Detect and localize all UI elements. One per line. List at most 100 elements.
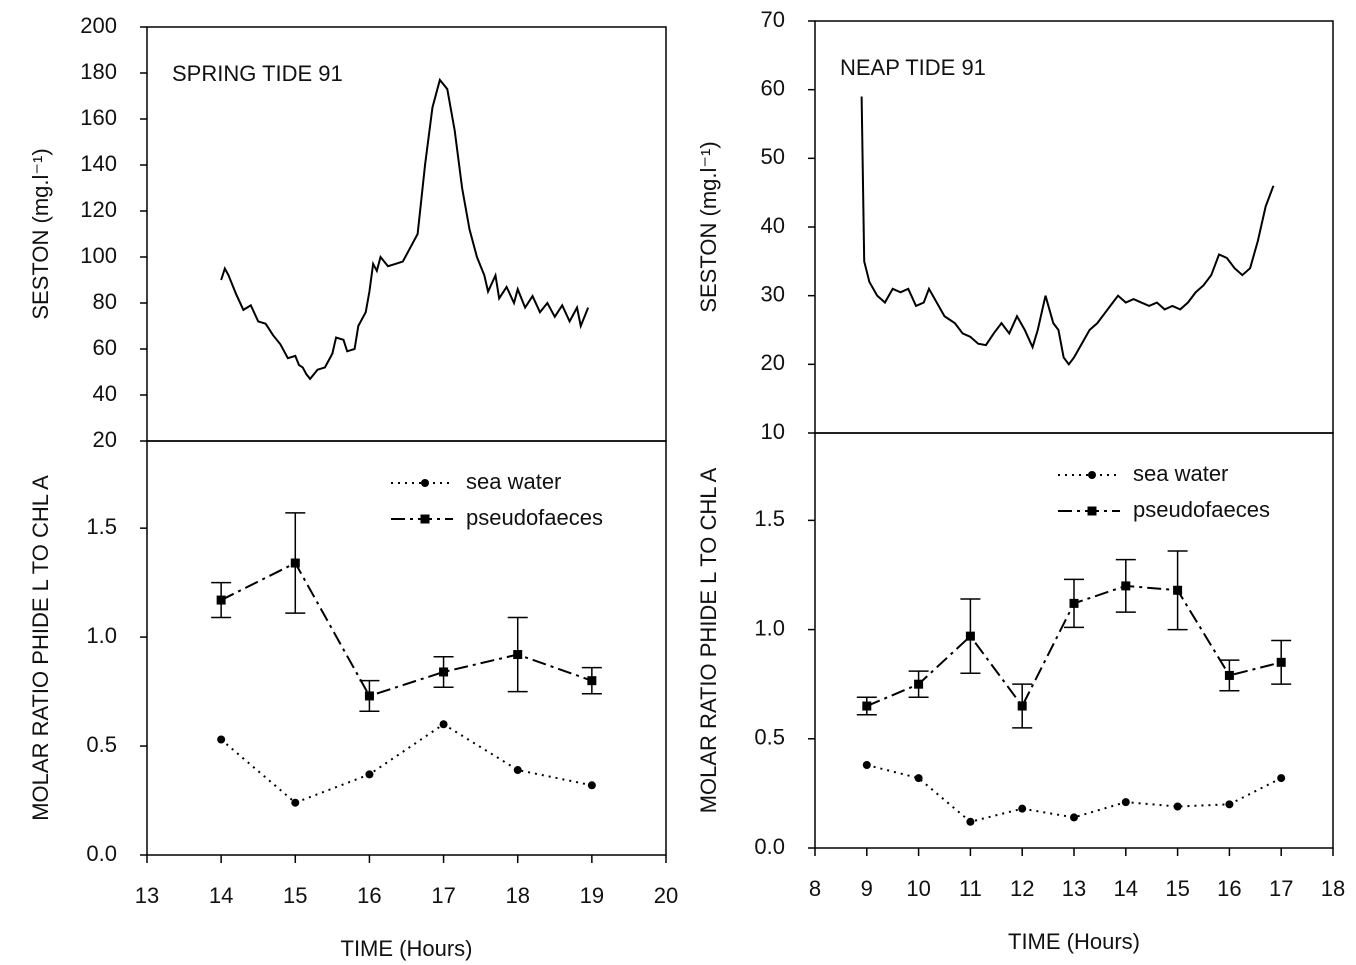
x-tick-label: 16 xyxy=(1217,876,1241,901)
point xyxy=(1070,813,1078,822)
point xyxy=(291,798,300,807)
y-tick-label: 0.0 xyxy=(754,834,785,859)
x-tick-label: 19 xyxy=(580,883,604,908)
point xyxy=(365,770,374,779)
y-tick-label: 100 xyxy=(80,243,117,268)
legend-label: sea water xyxy=(1133,461,1228,486)
y-tick-label: 0.5 xyxy=(754,725,785,750)
x-tick-label: 15 xyxy=(283,883,307,908)
y-tick-label: 10 xyxy=(761,419,785,444)
x-tick-label: 17 xyxy=(1269,876,1293,901)
point xyxy=(1017,701,1027,711)
y-tick-label: 120 xyxy=(80,197,117,222)
legend-marker xyxy=(1087,506,1097,516)
point xyxy=(914,774,923,783)
point xyxy=(216,595,226,605)
point xyxy=(217,735,226,744)
point xyxy=(1173,802,1182,811)
point xyxy=(364,691,374,701)
x-tick-label: 9 xyxy=(861,876,873,901)
x-tick-label: 15 xyxy=(1165,876,1189,901)
point xyxy=(1121,798,1130,807)
x-tick-label: 13 xyxy=(1062,876,1086,901)
plot-frame xyxy=(814,20,1334,434)
point xyxy=(513,766,522,775)
y-tick-label: 1.5 xyxy=(754,506,785,531)
x-tick-label: 14 xyxy=(209,883,233,908)
x-axis-label: TIME (Hours) xyxy=(1008,929,1140,954)
y-tick-label: 140 xyxy=(80,151,117,176)
legend-marker xyxy=(420,514,430,524)
y-tick-label: 20 xyxy=(93,427,117,452)
point xyxy=(587,781,596,790)
point xyxy=(439,667,449,677)
point xyxy=(439,720,448,729)
x-tick-label: 18 xyxy=(505,883,529,908)
point xyxy=(1224,670,1234,680)
point xyxy=(1173,585,1183,595)
series-line xyxy=(220,561,593,698)
y-axis-label: MOLAR RATIO PHIDE L TO CHL A xyxy=(28,475,53,821)
point xyxy=(862,761,871,769)
y-tick-label: 60 xyxy=(93,335,117,360)
y-tick-label: 0.5 xyxy=(86,732,117,757)
plot-frame xyxy=(814,432,1334,849)
x-axis-label: TIME (Hours) xyxy=(341,936,473,961)
x-tick-label: 12 xyxy=(1010,876,1034,901)
point xyxy=(862,701,872,711)
y-tick-label: 200 xyxy=(80,13,117,38)
x-tick-label: 8 xyxy=(809,876,821,901)
x-tick-label: 13 xyxy=(135,883,159,908)
point xyxy=(966,817,975,826)
x-tick-label: 16 xyxy=(357,883,381,908)
point xyxy=(513,650,523,660)
annotation: NEAP TIDE 91 xyxy=(840,55,986,80)
y-axis-label: MOLAR RATIO PHIDE L TO CHL A xyxy=(696,467,721,813)
y-tick-label: 30 xyxy=(761,281,785,306)
y-tick-label: 60 xyxy=(761,75,785,100)
legend-label: pseudofaeces xyxy=(1133,497,1270,522)
y-axis-label: SESTON (mg.l⁻¹) xyxy=(696,141,721,312)
point xyxy=(1069,598,1079,608)
point xyxy=(914,679,924,689)
point xyxy=(965,631,975,641)
point xyxy=(1018,804,1027,813)
point xyxy=(1276,657,1286,667)
legend-label: sea water xyxy=(466,469,561,494)
series-line xyxy=(866,764,1282,823)
x-tick-label: 14 xyxy=(1114,876,1138,901)
legend-marker xyxy=(421,479,429,487)
y-tick-label: 160 xyxy=(80,105,117,130)
annotation: SPRING TIDE 91 xyxy=(172,61,343,86)
series-line xyxy=(220,723,593,804)
y-tick-label: 180 xyxy=(80,59,117,84)
y-tick-label: 1.0 xyxy=(86,623,117,648)
legend-label: pseudofaeces xyxy=(466,505,603,530)
y-tick-label: 20 xyxy=(761,350,785,375)
y-tick-label: 1.5 xyxy=(86,514,117,539)
series-line xyxy=(220,77,590,381)
x-tick-label: 10 xyxy=(906,876,930,901)
point xyxy=(290,558,300,568)
point xyxy=(1225,800,1234,809)
legend-marker xyxy=(1088,471,1096,479)
y-tick-label: 70 xyxy=(761,7,785,32)
x-tick-label: 18 xyxy=(1321,876,1345,901)
y-tick-label: 1.0 xyxy=(754,615,785,640)
plot-frame xyxy=(146,26,667,442)
y-tick-label: 40 xyxy=(761,213,785,238)
y-tick-label: 40 xyxy=(93,381,117,406)
y-tick-label: 0.0 xyxy=(86,841,117,866)
y-axis-label: SESTON (mg.l⁻¹) xyxy=(28,148,53,319)
x-tick-label: 17 xyxy=(431,883,455,908)
point xyxy=(1121,581,1131,591)
point xyxy=(587,676,597,686)
y-tick-label: 50 xyxy=(761,144,785,169)
point xyxy=(1277,774,1286,783)
x-tick-label: 11 xyxy=(959,876,982,901)
series-line xyxy=(860,96,1275,366)
y-tick-label: 80 xyxy=(93,289,117,314)
x-tick-label: 20 xyxy=(654,883,678,908)
plot-frame xyxy=(146,440,667,856)
